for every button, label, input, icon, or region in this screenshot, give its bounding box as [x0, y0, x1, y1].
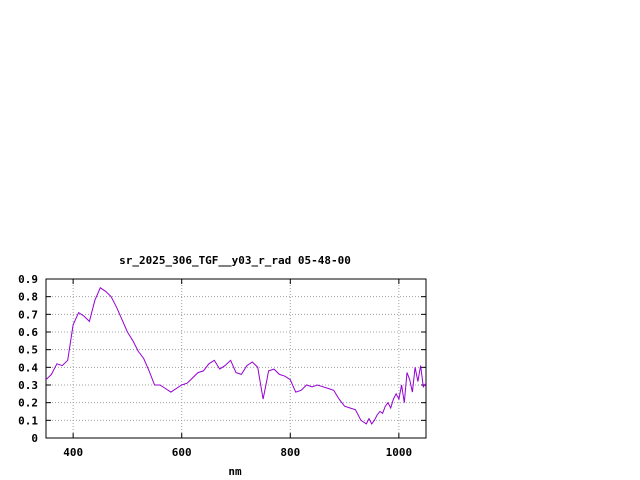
y-tick-label: 0.1: [18, 414, 38, 427]
grid: [46, 279, 426, 438]
x-tick-label: 1000: [386, 446, 413, 459]
y-tick-label: 0.8: [18, 291, 38, 304]
y-tick-label: 0.7: [18, 308, 38, 321]
x-axis-label: nm: [228, 465, 242, 478]
x-tick-label: 800: [280, 446, 300, 459]
y-tick-labels: 0 0.1 0.2 0.3 0.4 0.5 0.6 0.7 0.8 0.9: [18, 273, 38, 445]
y-tick-label: 0: [31, 432, 38, 445]
x-tick-labels: 400 600 800 1000: [63, 446, 412, 459]
y-tick-label: 0.3: [18, 379, 38, 392]
chart-title: sr_2025_306_TGF__y03_r_rad 05-48-00: [119, 254, 351, 267]
y-tick-label: 0.9: [18, 273, 38, 286]
y-tick-label: 0.2: [18, 397, 38, 410]
plot-frame: [45, 278, 427, 439]
x-tick-label: 600: [172, 446, 192, 459]
x-tick-label: 400: [63, 446, 83, 459]
series-line: [45, 287, 427, 425]
y-tick-label: 0.5: [18, 344, 38, 357]
y-tick-label: 0.4: [18, 361, 38, 374]
y-tick-label: 0.6: [18, 326, 38, 339]
axis-ticks: [46, 278, 426, 439]
